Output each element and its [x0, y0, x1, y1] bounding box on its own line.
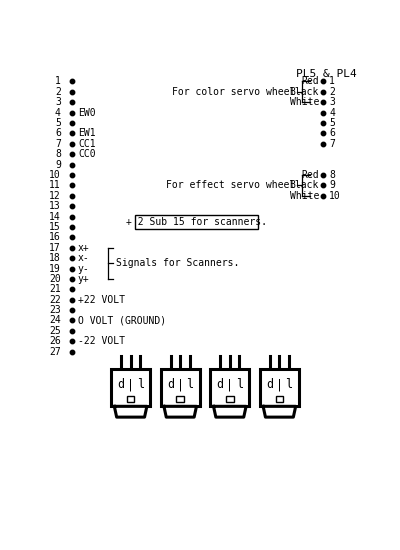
Polygon shape — [164, 406, 196, 417]
Bar — [210, 370, 249, 406]
Text: CC1: CC1 — [78, 139, 96, 148]
Text: 1: 1 — [329, 76, 335, 86]
Text: 13: 13 — [49, 201, 61, 211]
Text: 6: 6 — [329, 128, 335, 139]
Text: EW1: EW1 — [78, 128, 96, 139]
Text: |: | — [177, 378, 184, 392]
Text: 2: 2 — [329, 87, 335, 97]
Text: Red: Red — [301, 76, 319, 86]
Text: 8: 8 — [329, 170, 335, 180]
Text: -22 VOLT: -22 VOLT — [78, 336, 125, 346]
Text: 23: 23 — [49, 305, 61, 315]
Text: 10: 10 — [329, 191, 341, 201]
Text: 4: 4 — [329, 108, 335, 118]
Text: 10: 10 — [49, 170, 61, 180]
Bar — [260, 370, 299, 406]
Text: d: d — [216, 378, 224, 392]
Text: 6: 6 — [55, 128, 61, 139]
Text: 24: 24 — [49, 316, 61, 326]
Text: 22: 22 — [49, 295, 61, 305]
Text: l: l — [236, 378, 243, 392]
Text: |: | — [226, 378, 233, 392]
Text: 14: 14 — [49, 212, 61, 222]
Text: d: d — [117, 378, 124, 392]
Text: CC0: CC0 — [78, 149, 96, 159]
Text: 4: 4 — [55, 108, 61, 118]
Text: 27: 27 — [49, 346, 61, 356]
Text: Red: Red — [301, 170, 319, 180]
Text: 5: 5 — [329, 118, 335, 128]
Text: For color servo wheel: For color servo wheel — [172, 87, 295, 97]
Text: l: l — [186, 378, 194, 392]
Text: 3: 3 — [55, 97, 61, 107]
Text: l: l — [137, 378, 144, 392]
Text: 1: 1 — [55, 76, 61, 86]
FancyBboxPatch shape — [135, 215, 258, 229]
Text: + 2 Sub 15 for scanners.: + 2 Sub 15 for scanners. — [126, 217, 267, 227]
Text: 18: 18 — [49, 253, 61, 263]
Bar — [276, 397, 283, 403]
Text: For effect servo wheel: For effect servo wheel — [166, 180, 295, 190]
Text: Black: Black — [290, 180, 319, 190]
Text: PL5 & PL4: PL5 & PL4 — [296, 69, 357, 79]
Text: |: | — [127, 378, 134, 392]
Text: x-: x- — [78, 253, 90, 263]
Text: 21: 21 — [49, 284, 61, 294]
Bar — [161, 370, 200, 406]
Text: O VOLT (GROUND): O VOLT (GROUND) — [78, 316, 166, 326]
Text: +22 VOLT: +22 VOLT — [78, 295, 125, 305]
Text: 2: 2 — [55, 87, 61, 97]
Text: 19: 19 — [49, 263, 61, 273]
Text: 7: 7 — [329, 139, 335, 148]
Polygon shape — [214, 406, 246, 417]
Text: White: White — [290, 191, 319, 201]
Text: 16: 16 — [49, 232, 61, 243]
Text: 12: 12 — [49, 191, 61, 201]
Text: l: l — [286, 378, 293, 392]
Bar — [111, 370, 150, 406]
Text: 26: 26 — [49, 336, 61, 346]
Text: Black: Black — [290, 87, 319, 97]
Text: 3: 3 — [329, 97, 335, 107]
Text: 9: 9 — [329, 180, 335, 190]
Polygon shape — [114, 406, 147, 417]
Bar — [176, 397, 184, 403]
Text: 20: 20 — [49, 274, 61, 284]
Text: 9: 9 — [55, 160, 61, 169]
Text: 11: 11 — [49, 180, 61, 190]
Text: 15: 15 — [49, 222, 61, 232]
Text: y-: y- — [78, 263, 90, 273]
Text: Signals for Scanners.: Signals for Scanners. — [116, 258, 239, 268]
Text: EW0: EW0 — [78, 108, 96, 118]
Text: White: White — [290, 97, 319, 107]
Bar — [127, 397, 134, 403]
Text: 7: 7 — [55, 139, 61, 148]
Text: |: | — [276, 378, 283, 392]
Bar — [226, 397, 234, 403]
Text: 5: 5 — [55, 118, 61, 128]
Text: d: d — [167, 378, 174, 392]
Text: 25: 25 — [49, 326, 61, 336]
Polygon shape — [263, 406, 296, 417]
Text: x+: x+ — [78, 243, 90, 252]
Text: d: d — [266, 378, 273, 392]
Text: 8: 8 — [55, 149, 61, 159]
Text: y+: y+ — [78, 274, 90, 284]
Text: 17: 17 — [49, 243, 61, 252]
